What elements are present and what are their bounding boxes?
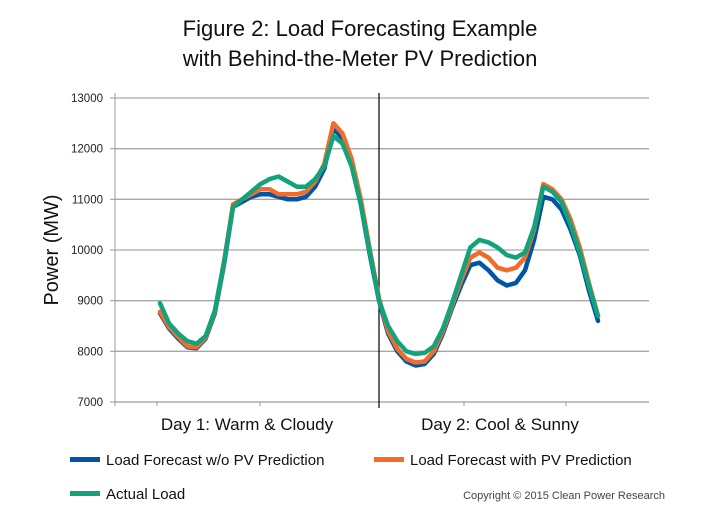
legend-item-actual-load[interactable]: Actual Load: [70, 486, 185, 503]
legend-label-actual-load: Actual Load: [106, 486, 185, 503]
copyright-notice: Copyright © 2015 Clean Power Research: [463, 490, 665, 502]
chart-title-line-1: Figure 2: Load Forecasting Example: [182, 16, 538, 41]
gridlines: [115, 97, 649, 403]
chart-title: Figure 2: Load Forecasting Example with …: [0, 14, 720, 74]
series-line-actual-load: [157, 133, 601, 357]
x-category-day-2: Day 2: Cool & Sunny: [421, 415, 579, 434]
x-category-day-1: Day 1: Warm & Cloudy: [161, 415, 334, 434]
y-tick-label: 9000: [77, 296, 103, 308]
y-tick-label: 7000: [77, 397, 103, 409]
legend-label-forecast-with-pv: Load Forecast with PV Prediction: [410, 452, 632, 469]
legend-item-forecast-without-pv[interactable]: Load Forecast w/o PV Prediction: [70, 452, 324, 469]
y-axis-label: Power (MW): [41, 194, 63, 305]
legend: Load Forecast w/o PV Prediction Load For…: [70, 452, 632, 503]
y-tick-label: 11000: [72, 194, 103, 206]
legend-swatch-forecast-without-pv: [70, 457, 100, 462]
x-axis-ticks: [156, 402, 567, 406]
chart-title-line-2: with Behind-the-Meter PV Prediction: [182, 46, 538, 71]
legend-label-forecast-without-pv: Load Forecast w/o PV Prediction: [106, 452, 324, 469]
legend-swatch-forecast-with-pv: [374, 457, 404, 462]
y-tick-label: 10000: [71, 245, 103, 257]
y-tick-label: 8000: [77, 346, 103, 358]
series-lines: [157, 121, 601, 368]
y-tick-label: 13000: [71, 93, 103, 105]
y-axis-ticks: 7000 8000 9000 10000 11000 12000 13000: [71, 93, 115, 409]
legend-swatch-actual-load: [70, 491, 100, 496]
legend-item-forecast-with-pv[interactable]: Load Forecast with PV Prediction: [374, 452, 632, 469]
y-tick-label: 12000: [71, 144, 103, 156]
